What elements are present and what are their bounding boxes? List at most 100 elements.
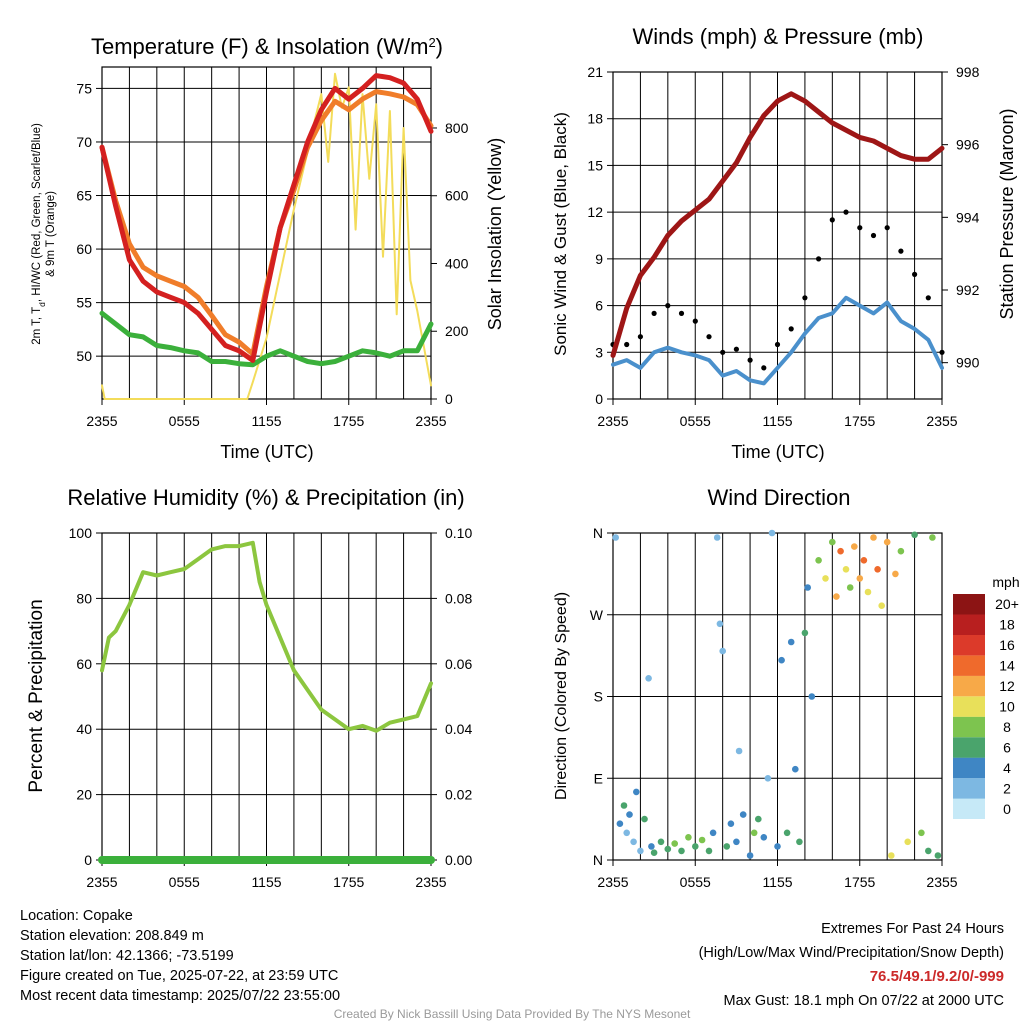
station-latlon: Station lat/lon: 42.1366; -73.5199 bbox=[20, 948, 234, 964]
dir-ytick-label: N bbox=[593, 852, 603, 868]
dir-point bbox=[833, 593, 840, 600]
dir-point bbox=[723, 843, 731, 850]
dir-point bbox=[911, 531, 918, 539]
dir-point bbox=[698, 836, 706, 844]
station-location: Location: Copake bbox=[20, 908, 133, 924]
temp-xtick-label: 0555 bbox=[169, 413, 200, 429]
temp-ytick-label: 50 bbox=[76, 348, 92, 364]
temp-xtick-label: 1755 bbox=[333, 413, 364, 429]
temp-panel-title: Temperature (F) & Insolation (W/m2) bbox=[91, 34, 443, 59]
temp-y2tick-label: 800 bbox=[445, 120, 469, 136]
temp-y2tick-label: 200 bbox=[445, 323, 469, 339]
dir-point bbox=[846, 584, 854, 591]
temp-xtick-label: 1155 bbox=[251, 413, 281, 429]
dir-point bbox=[787, 638, 795, 646]
figure-created: Figure created on Tue, 2025-07-22, at 23… bbox=[20, 968, 339, 984]
colorbar-label: 14 bbox=[999, 658, 1015, 674]
dir-point bbox=[650, 849, 658, 856]
dir-point bbox=[664, 845, 672, 853]
dir-point bbox=[883, 538, 891, 546]
rh-ytick-label: 60 bbox=[76, 656, 92, 672]
wind-gust-point bbox=[898, 248, 904, 254]
dir-point bbox=[796, 838, 803, 846]
colorbar-swatch bbox=[953, 737, 985, 758]
dir-point bbox=[623, 829, 630, 837]
dir-point bbox=[888, 852, 895, 859]
rh-panel-title: Relative Humidity (%) & Precipitation (i… bbox=[67, 485, 464, 510]
wind-gust-point bbox=[912, 271, 918, 277]
colorbar-swatch bbox=[953, 757, 985, 779]
wind-gust-point bbox=[624, 341, 630, 348]
dir-point bbox=[851, 543, 858, 550]
wind-gust-point bbox=[720, 349, 726, 355]
rh-xtick-label: 1755 bbox=[333, 874, 364, 890]
dir-panel-title: Wind Direction bbox=[707, 485, 850, 510]
wind-y2tick-label: 998 bbox=[956, 64, 980, 80]
wind-gust-point bbox=[774, 341, 781, 348]
dir-ytick-label: E bbox=[594, 770, 603, 786]
temp-y2tick-label: 400 bbox=[445, 255, 469, 271]
rh-ytick-label: 0 bbox=[84, 852, 92, 868]
wind-series-pressure bbox=[610, 91, 945, 358]
colorbar-swatch bbox=[953, 675, 985, 697]
dir-point bbox=[648, 843, 655, 850]
dir-point bbox=[727, 820, 735, 827]
dir-point bbox=[713, 534, 721, 541]
station-info: Location: Copake Station elevation: 208.… bbox=[20, 906, 340, 1006]
wind-gust-point bbox=[788, 326, 794, 332]
wind-gust-point bbox=[678, 310, 685, 316]
dir-point bbox=[709, 829, 717, 837]
dir-point bbox=[870, 534, 877, 541]
wind-gust-point bbox=[925, 295, 931, 301]
dir-point bbox=[620, 802, 628, 809]
dir-point bbox=[739, 811, 747, 818]
dir-point bbox=[612, 534, 619, 541]
dir-ylabel-left: Direction (Colored By Speed) bbox=[553, 592, 570, 800]
wind-xtick-label: 2355 bbox=[597, 413, 628, 429]
wind-gust-point bbox=[843, 209, 849, 215]
credit-line: Created By Nick Bassill Using Data Provi… bbox=[333, 1007, 691, 1021]
wind-gust-point bbox=[870, 232, 877, 239]
extremes-box: Extremes For Past 24 Hours (High/Low/Max… bbox=[699, 917, 1004, 1013]
colorbar-label: 10 bbox=[999, 699, 1015, 715]
rh-y2tick-label: 0.08 bbox=[445, 590, 472, 606]
wind-gust-point bbox=[733, 346, 740, 352]
wind-ytick-label: 3 bbox=[595, 344, 603, 360]
dir-ytick-label: N bbox=[593, 525, 603, 541]
temp-ytick-label: 60 bbox=[76, 241, 92, 257]
wind-gust-point bbox=[665, 303, 671, 309]
dir-point bbox=[735, 747, 743, 755]
temp-ylabel-right: Solar Insolation (Yellow) bbox=[485, 138, 505, 330]
colorbar-label: 6 bbox=[1003, 739, 1011, 755]
temp-ytick-label: 65 bbox=[76, 188, 92, 204]
dir-point bbox=[616, 820, 624, 827]
wind-ytick-label: 18 bbox=[587, 111, 603, 127]
wind-xtick-label: 1155 bbox=[762, 413, 792, 429]
rh-y2tick-label: 0.02 bbox=[445, 787, 472, 803]
colorbar-swatch bbox=[953, 614, 985, 635]
wind-gust-point bbox=[829, 217, 835, 223]
dir-point bbox=[755, 815, 762, 823]
wind-ylabel-left: Sonic Wind & Gust (Blue, Black) bbox=[551, 112, 570, 356]
wind-ytick-label: 6 bbox=[595, 298, 603, 314]
dir-point bbox=[860, 557, 868, 564]
colorbar-label: 16 bbox=[999, 637, 1015, 653]
dir-ytick-label: S bbox=[594, 689, 603, 705]
temp-ytick-label: 75 bbox=[76, 80, 92, 96]
colorbar-swatch bbox=[953, 716, 985, 738]
wind-gust-point bbox=[747, 357, 753, 363]
rh-ytick-label: 40 bbox=[76, 721, 92, 737]
rh-xtick-label: 2355 bbox=[415, 874, 446, 890]
dir-point bbox=[733, 838, 740, 846]
rh-ylabel-left: Percent & Precipitation bbox=[26, 599, 47, 792]
wind-gust-point bbox=[706, 334, 712, 340]
dir-point bbox=[815, 557, 822, 564]
wind-ylabel-right: Station Pressure (Maroon) bbox=[997, 108, 1017, 319]
temp-ylabel-line2: & 9m T (Orange) bbox=[45, 191, 57, 277]
dir-point bbox=[685, 834, 692, 841]
dir-point bbox=[874, 566, 881, 573]
max-gust: Max Gust: 18.1 mph On 07/22 at 2000 UTC bbox=[723, 993, 1004, 1009]
temp-xtick-label: 2355 bbox=[86, 413, 117, 429]
colorbar-label: 12 bbox=[999, 678, 1015, 694]
dir-xtick-label: 2355 bbox=[926, 874, 957, 890]
